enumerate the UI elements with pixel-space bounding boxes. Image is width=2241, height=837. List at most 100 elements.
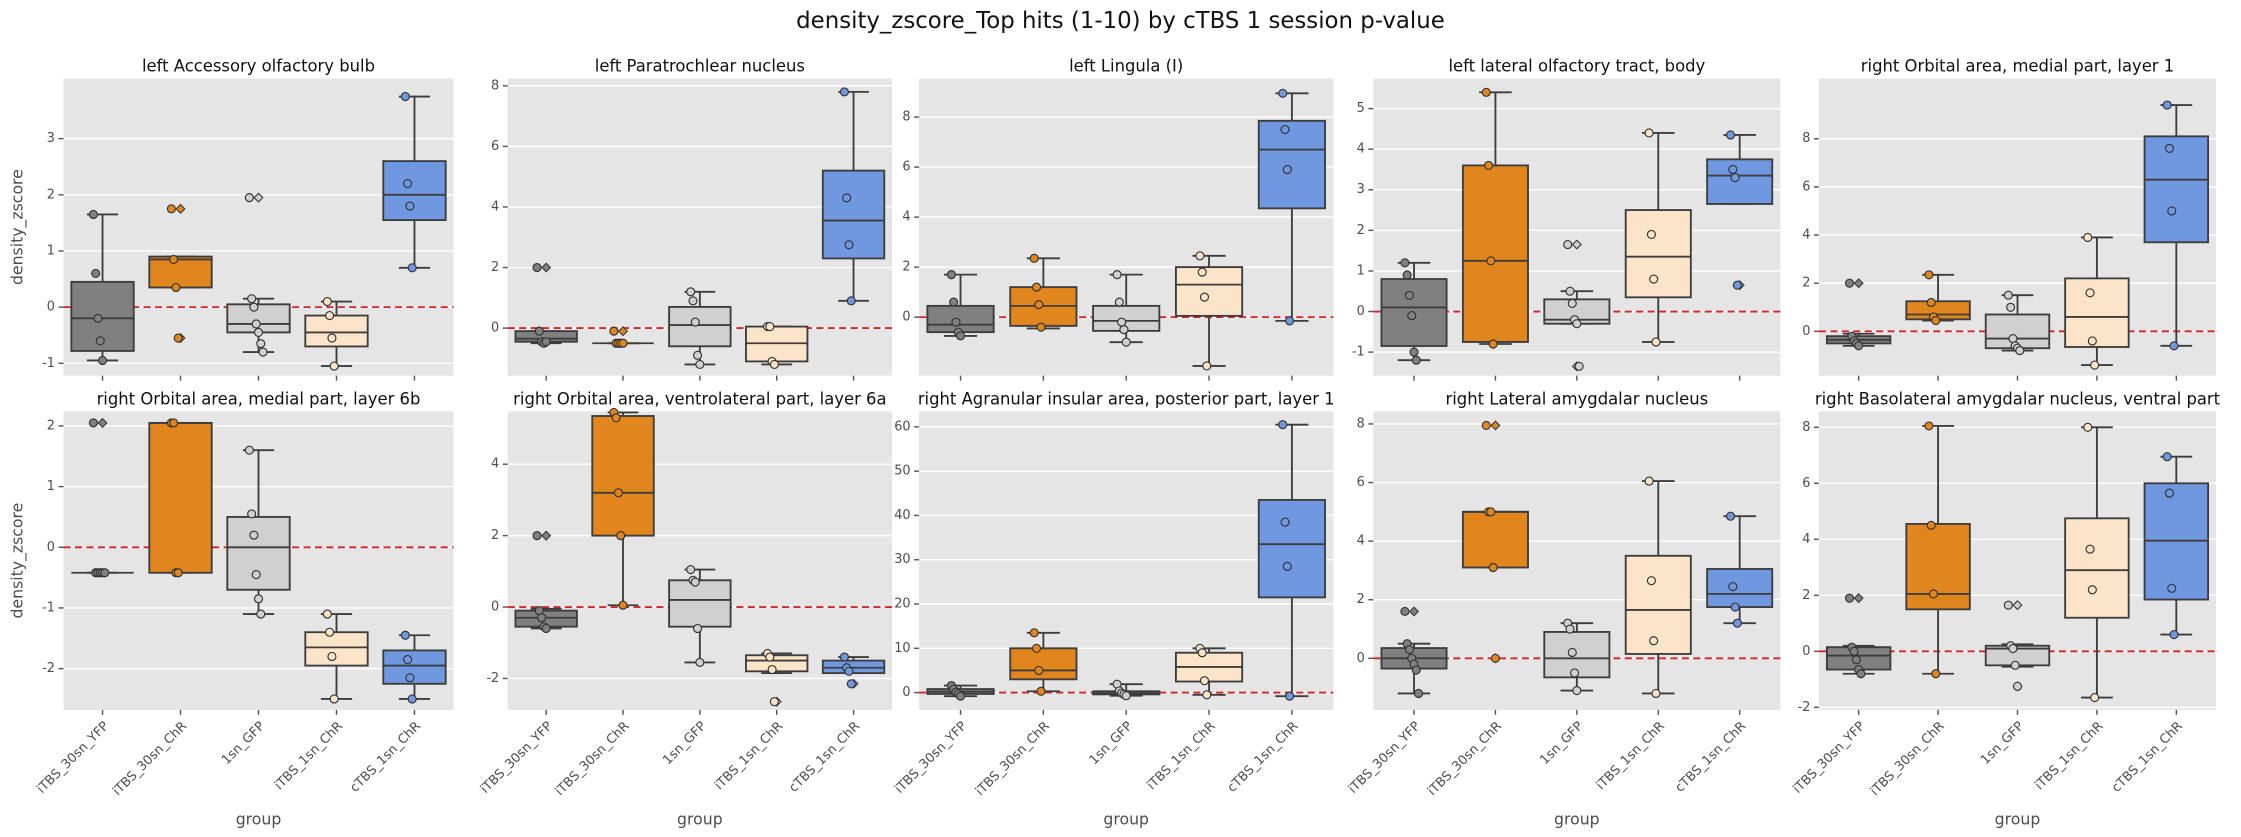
strip-point: [2085, 288, 2095, 298]
strip-point: [244, 445, 254, 455]
strip-point: [693, 623, 703, 634]
strip-point: [1646, 576, 1656, 586]
y-tick-label: 40: [894, 508, 910, 523]
strip-point: [695, 657, 705, 667]
strip-point: [534, 326, 544, 336]
strip-point: [767, 664, 777, 675]
y-tick-label: 8: [491, 78, 499, 93]
strip-point: [251, 319, 261, 329]
strip-point: [1844, 593, 1855, 603]
y-tick-label: 8: [902, 110, 910, 125]
strip-point: [249, 302, 259, 312]
strip-point: [1565, 286, 1575, 296]
strip-point: [2167, 583, 2177, 593]
strip-point: [1488, 562, 1498, 573]
y-tick-label: 2: [47, 187, 55, 202]
strip-point: [618, 600, 628, 610]
strip-point: [955, 691, 966, 701]
x-axis-label: group: [1554, 809, 1600, 828]
strip-point: [1572, 685, 1582, 696]
strip-point: [403, 654, 413, 665]
plot-title: left Paratrochlear nucleus: [595, 57, 805, 76]
strip-point: [1928, 589, 1939, 599]
strip-point: [846, 296, 856, 306]
strip-point: [690, 577, 700, 587]
strip-point: [537, 613, 547, 623]
box: [1624, 209, 1692, 299]
strip-point: [1202, 361, 1212, 371]
y-tick-label: 5: [1357, 101, 1365, 116]
strip-point: [1034, 665, 1044, 676]
strip-point: [1649, 636, 1659, 646]
strip-point: [1730, 173, 1740, 183]
strip-point: [839, 87, 849, 97]
box: [382, 649, 447, 685]
y-tick-label: 3: [1357, 182, 1365, 197]
strip-point: [613, 488, 624, 498]
box: [1009, 647, 1078, 681]
flier: [2012, 600, 2023, 611]
strip-point: [249, 530, 259, 540]
strip-point: [405, 201, 415, 211]
box: [2064, 277, 2130, 348]
strip-point: [329, 694, 339, 704]
box: [745, 654, 809, 673]
strip-point: [322, 609, 332, 619]
strip-point: [400, 91, 410, 102]
strip-point: [1644, 128, 1654, 138]
flier: [1853, 278, 1864, 289]
strip-point: [1926, 297, 1936, 308]
strip-point: [1202, 690, 1212, 700]
flier: [1853, 593, 1864, 604]
strip-point: [1400, 606, 1410, 617]
y-tick-label: 6: [1357, 475, 1365, 490]
strip-point: [244, 193, 254, 203]
strip-point: [256, 609, 266, 619]
strip-point: [1488, 339, 1498, 349]
box: [1905, 523, 1971, 611]
strip-point: [1567, 298, 1577, 308]
strip-point: [169, 254, 179, 264]
y-tick-label: 3: [47, 131, 55, 146]
flier: [541, 262, 552, 273]
strip-point: [251, 570, 261, 580]
y-tick-label: 1: [1357, 263, 1365, 278]
strip-point: [1112, 270, 1122, 280]
strip-point: [329, 361, 339, 371]
flier: [617, 326, 629, 337]
plot-title: left Lingula (I): [1069, 57, 1183, 76]
box: [2064, 517, 2130, 619]
strip-point: [1197, 648, 1207, 658]
plot-title: right Agranular insular area, posterior …: [918, 389, 1335, 408]
y-tick-label: -2: [1798, 700, 1811, 715]
y-tick-label: 6: [491, 139, 499, 154]
flier: [97, 417, 108, 428]
strip-point: [2164, 488, 2175, 498]
strip-point: [532, 531, 542, 541]
strip-point: [949, 297, 959, 307]
strip-point: [1926, 520, 1936, 530]
y-tick-label: 6: [1802, 476, 1810, 491]
strip-point: [1285, 316, 1295, 326]
y-tick-label: -1: [42, 356, 55, 371]
box: [1174, 266, 1244, 317]
y-tick-label: 2: [1357, 223, 1365, 238]
strip-point: [846, 679, 856, 689]
flier: [1408, 606, 1420, 617]
strip-point: [1931, 315, 1941, 326]
box: [382, 160, 447, 222]
plot-title: left Accessory olfactory bulb: [142, 57, 375, 76]
strip-point: [609, 326, 619, 336]
x-axis-label: group: [1995, 809, 2041, 828]
box: [304, 314, 369, 348]
strip-point: [2006, 302, 2016, 312]
strip-point: [2087, 336, 2097, 346]
strip-point: [1730, 602, 1740, 612]
strip-point: [1278, 420, 1288, 430]
strip-point: [1114, 297, 1124, 307]
y-tick-label: 2: [1357, 592, 1365, 607]
strip-point: [88, 209, 98, 220]
y-tick-label: 20: [894, 597, 910, 612]
y-tick-label: 50: [894, 464, 910, 479]
box: [1706, 158, 1774, 205]
